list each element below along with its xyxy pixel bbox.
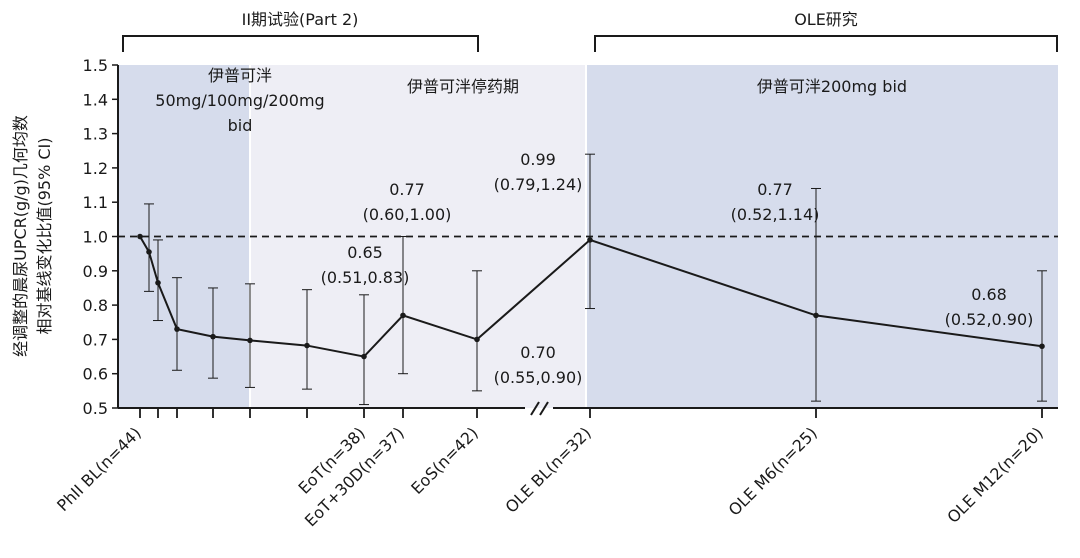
axis-break-mark-2 (539, 401, 549, 416)
period-bracket-2 (594, 35, 1058, 52)
data-points (137, 233, 1045, 360)
x-tick-label: OLE M12(n=20) (943, 423, 1046, 526)
annotation-value-5: 0.77 (757, 180, 793, 199)
region-label-3-line-1: 伊普可泮200mg bid (757, 77, 907, 96)
x-axis-ticks: PhII BL(n=44) EoT(n=38)EoT+30D(n=37) EoS(n… (53, 408, 1047, 530)
y-tick-label: 1.2 (83, 159, 108, 178)
data-point (210, 333, 216, 340)
x-tick-label: PhII BL(n=44) (53, 423, 145, 515)
data-point (587, 237, 593, 243)
data-point (174, 326, 180, 332)
data-point (304, 342, 310, 349)
y-tick-label: 0.9 (83, 262, 108, 281)
region-label-1-line-2: 50mg/100mg/200mg (155, 91, 324, 110)
region-label-1-line-3: bid (228, 116, 253, 135)
y-axis-title-line-2: 相对基线变化比值(95% CI) (35, 137, 54, 334)
region-label-1-line-1: 伊普可泮 (208, 66, 272, 85)
annotation-value-1: 0.65 (347, 243, 383, 262)
x-tick-label: OLE M6(n=25) (725, 423, 821, 519)
data-point (361, 353, 367, 360)
annotation-ci-2: (0.60,1.00) (363, 205, 452, 224)
y-axis-ticks: 0.5 0.6 0.7 0.8 0.9 1.0 1.1 1.2 1.3 1.4 1.5 (83, 56, 118, 418)
region-labels: 伊普可泮 50mg/100mg/200mg bid 伊普可泮停药期 伊普可泮200mg … (155, 66, 907, 135)
axis-break-mark-1 (530, 401, 540, 416)
annotation-value-6: 0.68 (971, 285, 1007, 304)
data-point (400, 312, 406, 319)
x-tick-label: EoS(n=42) (407, 423, 482, 498)
annotation-ci-3: (0.55,0.90) (494, 368, 583, 387)
y-tick-label: 1.5 (83, 56, 108, 75)
period-label-2: OLE研究 (794, 10, 858, 29)
y-tick-label: 0.5 (83, 399, 108, 418)
data-point (146, 249, 152, 255)
annotation-value-2: 0.77 (389, 180, 425, 199)
data-point (1039, 343, 1045, 350)
data-point (474, 336, 480, 343)
period-label-1: II期试验(Part 2) (242, 10, 359, 29)
x-tick-label: OLE BL(n=32) (502, 423, 595, 516)
data-point (137, 233, 143, 240)
y-tick-label: 1.0 (83, 228, 108, 247)
annotation-value-4: 0.99 (520, 150, 556, 169)
y-axis-title: 经调整的晨尿UPCR(g/g)几何均数 相对基线变化比值(95% CI) (11, 115, 54, 357)
y-tick-label: 0.6 (83, 365, 108, 384)
data-point (155, 280, 161, 286)
period-brackets: II期试验(Part 2) OLE研究 (122, 10, 1058, 52)
annotation-ci-5: (0.52,1.14) (731, 205, 820, 224)
annotation-ci-1: (0.51,0.83) (321, 268, 410, 287)
y-tick-label: 1.3 (83, 125, 108, 144)
annotation-ci-4: (0.79,1.24) (494, 175, 583, 194)
data-point (813, 312, 819, 319)
y-axis-title-line-1: 经调整的晨尿UPCR(g/g)几何均数 (11, 115, 30, 357)
y-tick-label: 0.7 (83, 330, 108, 349)
data-annotations: 0.65 (0.51,0.83) 0.77 (0.60,1.00) 0.70 (0.55,… (321, 150, 1034, 387)
y-tick-label: 1.1 (83, 193, 108, 212)
period-bracket-1 (122, 35, 479, 52)
region-label-2-line-1: 伊普可泮停药期 (407, 77, 519, 96)
annotation-ci-6: (0.52,0.90) (945, 310, 1034, 329)
y-tick-label: 1.4 (83, 90, 108, 109)
y-tick-label: 0.8 (83, 296, 108, 315)
data-point (247, 337, 253, 344)
annotation-value-3: 0.70 (520, 343, 556, 362)
error-bars (144, 153, 1047, 406)
